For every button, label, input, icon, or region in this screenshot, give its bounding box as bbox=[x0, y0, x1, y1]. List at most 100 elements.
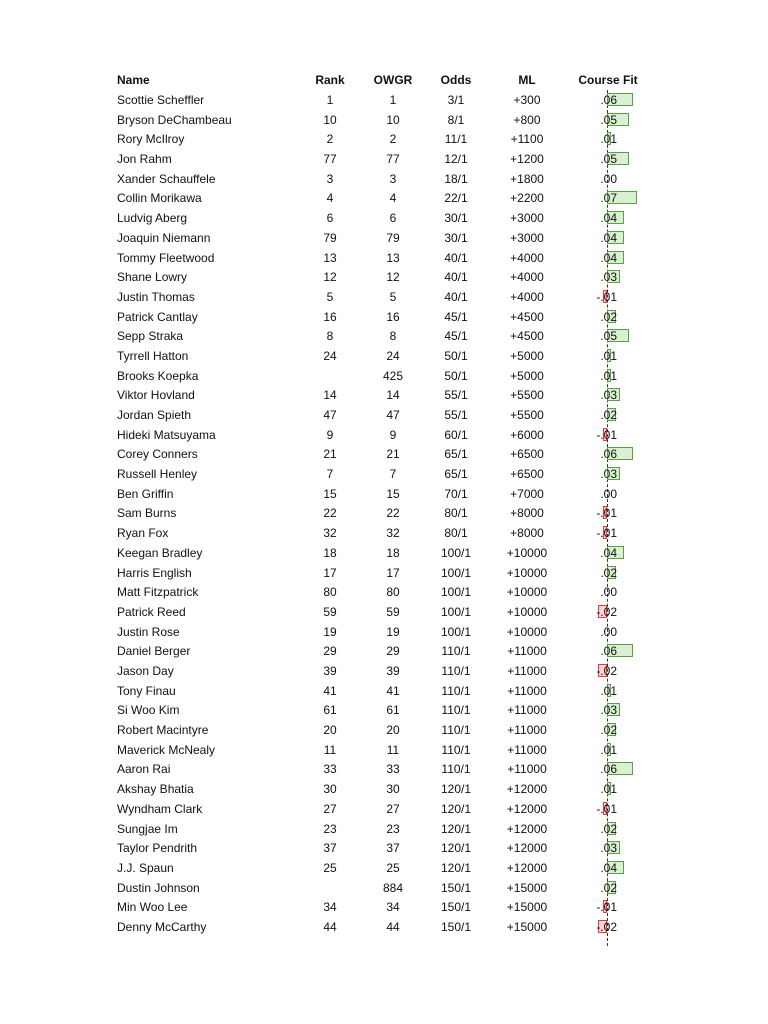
table-row: Collin Morikawa 4 4 22/1 +2200 .07 bbox=[0, 188, 768, 208]
cell-rank: 30 bbox=[323, 782, 337, 797]
cell-rank: 23 bbox=[323, 821, 337, 836]
cell-fit: -.01 bbox=[596, 506, 617, 521]
cell-name: Justin Rose bbox=[117, 624, 180, 639]
cell-ml: +5500 bbox=[510, 408, 544, 423]
cell-name: Tommy Fleetwood bbox=[117, 250, 215, 265]
cell-odds: 110/1 bbox=[441, 703, 471, 718]
table-row: Denny McCarthy 44 44 150/1 +15000 -.02 bbox=[0, 917, 768, 937]
cell-owgr: 20 bbox=[386, 723, 400, 738]
cell-fit: .03 bbox=[600, 841, 617, 856]
cell-name: Sam Burns bbox=[117, 506, 177, 521]
cell-rank: 12 bbox=[323, 270, 337, 285]
cell-ml: +4500 bbox=[510, 309, 544, 324]
course-fit-databar bbox=[607, 270, 620, 284]
cell-odds: 100/1 bbox=[440, 585, 472, 600]
cell-rank: 79 bbox=[323, 230, 337, 245]
cell-rank: 59 bbox=[323, 604, 337, 619]
cell-ml: +5000 bbox=[510, 348, 544, 363]
cell-owgr: 884 bbox=[382, 880, 404, 895]
course-fit-databar bbox=[607, 408, 616, 422]
cell-odds: 110/1 bbox=[441, 762, 471, 777]
cell-odds: 100/1 bbox=[440, 624, 472, 639]
course-fit-databar bbox=[607, 211, 625, 225]
course-fit-databar bbox=[598, 604, 607, 618]
cell-ml: +7000 bbox=[510, 486, 544, 501]
cell-fit: .05 bbox=[600, 329, 617, 344]
cell-odds: 30/1 bbox=[444, 230, 468, 245]
table-row: Joaquin Niemann 79 79 30/1 +3000 .04 bbox=[0, 228, 768, 248]
cell-rank: 61 bbox=[323, 703, 337, 718]
cell-name: Dustin Johnson bbox=[117, 880, 200, 895]
cell-fit: .01 bbox=[600, 348, 617, 363]
table-row: Scottie Scheffler 1 1 3/1 +300 .06 bbox=[0, 90, 768, 110]
cell-owgr: 77 bbox=[386, 152, 400, 167]
cell-name: Viktor Hovland bbox=[117, 388, 195, 403]
cell-owgr: 16 bbox=[386, 309, 400, 324]
cell-ml: +8000 bbox=[510, 506, 544, 521]
cell-name: Aaron Rai bbox=[117, 762, 171, 777]
cell-odds: 40/1 bbox=[444, 270, 468, 285]
course-fit-databar bbox=[607, 447, 633, 461]
course-fit-databar bbox=[607, 132, 612, 146]
cell-owgr: 30 bbox=[386, 782, 400, 797]
course-fit-databar bbox=[607, 368, 612, 382]
cell-odds: 40/1 bbox=[444, 289, 468, 304]
course-fit-databar bbox=[607, 112, 629, 126]
cell-odds: 150/1 bbox=[440, 880, 472, 895]
cell-ml: +2200 bbox=[510, 191, 544, 206]
cell-rank: 77 bbox=[323, 152, 337, 167]
cell-rank: 33 bbox=[323, 762, 337, 777]
cell-name: Wyndham Clark bbox=[117, 801, 203, 816]
cell-ml: +3000 bbox=[510, 230, 544, 245]
cell-name: Tyrrell Hatton bbox=[117, 348, 189, 363]
cell-name: Matt Fitzpatrick bbox=[117, 585, 199, 600]
cell-rank: 4 bbox=[326, 191, 334, 206]
cell-odds: 100/1 bbox=[440, 545, 472, 560]
cell-owgr: 61 bbox=[386, 703, 400, 718]
cell-rank: 20 bbox=[323, 723, 337, 738]
cell-rank: 39 bbox=[323, 664, 337, 678]
course-fit-databar bbox=[607, 152, 629, 166]
cell-name: Jon Rahm bbox=[117, 152, 172, 167]
cell-ml: +11000 bbox=[507, 664, 547, 678]
table-row: Maverick McNealy 11 11 110/1 +11000 .01 bbox=[0, 740, 768, 760]
cell-odds: 40/1 bbox=[444, 250, 468, 265]
cell-name: Harris English bbox=[117, 565, 192, 580]
cell-owgr: 1 bbox=[389, 93, 397, 107]
cell-fit: -.01 bbox=[596, 900, 617, 915]
cell-name: Sungjae Im bbox=[117, 821, 178, 836]
cell-name: Corey Conners bbox=[117, 447, 198, 462]
cell-odds: 65/1 bbox=[444, 467, 468, 482]
course-fit-databar bbox=[607, 545, 625, 559]
cell-odds: 50/1 bbox=[444, 348, 468, 363]
table-row: Sungjae Im 23 23 120/1 +12000 .02 bbox=[0, 819, 768, 839]
cell-odds: 80/1 bbox=[444, 506, 468, 521]
cell-name: Sepp Straka bbox=[117, 329, 184, 344]
cell-ml: +15000 bbox=[506, 900, 548, 915]
cell-ml: +12000 bbox=[506, 860, 548, 875]
cell-fit: .05 bbox=[600, 152, 617, 167]
cell-fit: .02 bbox=[600, 309, 617, 324]
cell-name: Xander Schauffele bbox=[117, 171, 216, 186]
table-row: Bryson DeChambeau 10 10 8/1 +800 .05 bbox=[0, 110, 768, 130]
cell-owgr: 32 bbox=[386, 526, 400, 541]
cell-fit: .02 bbox=[600, 821, 617, 836]
cell-odds: 110/1 bbox=[441, 683, 471, 698]
cell-owgr: 9 bbox=[389, 427, 397, 442]
cell-name: Brooks Koepka bbox=[117, 368, 199, 383]
cell-owgr: 22 bbox=[386, 506, 400, 521]
header-row: Name Rank OWGR Odds ML Course Fit bbox=[0, 70, 768, 90]
cell-odds: 110/1 bbox=[441, 742, 471, 757]
cell-odds: 60/1 bbox=[444, 427, 468, 442]
cell-odds: 100/1 bbox=[440, 604, 472, 619]
cell-rank: 5 bbox=[326, 289, 334, 304]
cell-rank: 19 bbox=[323, 624, 337, 639]
table-row: Harris English 17 17 100/1 +10000 .02 bbox=[0, 563, 768, 583]
cell-ml: +11000 bbox=[507, 723, 547, 738]
cell-ml: +1200 bbox=[510, 152, 544, 167]
cell-owgr: 25 bbox=[386, 860, 400, 875]
cell-fit: .02 bbox=[600, 408, 617, 423]
cell-rank: 6 bbox=[326, 211, 334, 226]
header-owgr: OWGR bbox=[373, 73, 413, 87]
table-row: Aaron Rai 33 33 110/1 +11000 .06 bbox=[0, 759, 768, 779]
